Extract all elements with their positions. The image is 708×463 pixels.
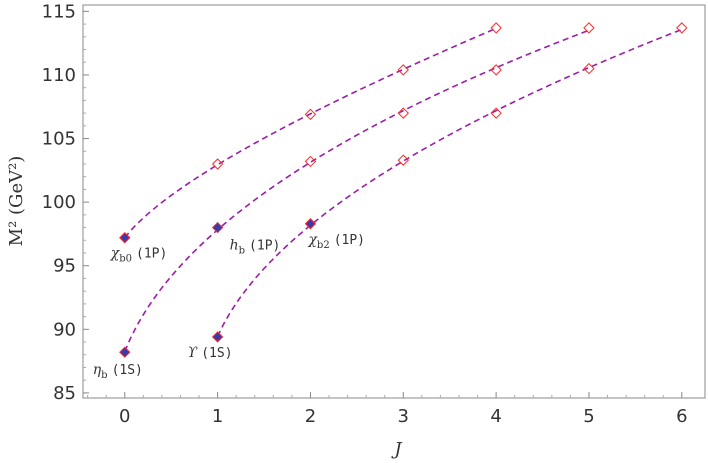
series-line	[216, 28, 683, 337]
x-tick-label: 6	[676, 406, 687, 427]
y-tick-label: 85	[53, 383, 76, 404]
annotation-label: χb2 (1P)	[307, 232, 365, 251]
annotation-symbol: ϒ	[188, 345, 198, 361]
series-markers	[119, 22, 688, 358]
data-point	[304, 218, 317, 230]
annotation-symbol: χ	[307, 232, 318, 248]
data-point	[119, 346, 131, 358]
x-axis-label: J	[390, 439, 403, 460]
annotation-subscript: b	[101, 370, 107, 381]
annotation-state: (1P)	[136, 247, 167, 262]
series-curves	[124, 27, 683, 352]
y-tick-label: 100	[42, 192, 76, 213]
data-point	[119, 232, 131, 244]
annotation-label: ηb (1S)	[93, 362, 143, 381]
y-axis-label: M² (GeV²)	[6, 156, 27, 247]
data-point	[304, 155, 317, 168]
annotations: χb0 (1P)hb (1P) χb2 (1P)ηb (1S)ϒ (1S)	[93, 232, 365, 381]
data-point	[490, 107, 502, 119]
annotation-subscript: b	[239, 246, 245, 257]
annotation-symbol: η	[93, 362, 102, 378]
annotation-state: (1P)	[334, 233, 365, 248]
annotation-state: (1P)	[249, 239, 280, 254]
data-point	[397, 64, 409, 76]
annotation-state: (1S)	[112, 363, 143, 378]
annotation-state: (1S)	[201, 346, 232, 361]
y-axis-ticks: 85 90 95 100 105 110 115	[42, 1, 89, 404]
annotation-label: hb (1P)	[230, 238, 281, 257]
y-tick-label: 95	[53, 256, 76, 277]
annotation-symbol: χ	[110, 246, 121, 262]
data-point	[397, 107, 409, 119]
data-point	[211, 221, 224, 234]
x-tick-label: 3	[398, 406, 409, 427]
y-tick-label: 115	[42, 1, 76, 22]
data-point	[304, 108, 317, 121]
x-tick-label: 5	[583, 406, 594, 427]
data-point	[211, 331, 224, 343]
x-tick-label: 4	[490, 406, 501, 427]
annotation-label: ϒ (1S)	[188, 345, 233, 361]
annotation-subscript: b0	[119, 254, 132, 265]
data-point	[676, 22, 688, 34]
y-tick-label: 105	[42, 129, 76, 150]
annotation-symbol: h	[230, 238, 239, 254]
data-point	[490, 64, 502, 76]
y-tick-label: 110	[42, 65, 76, 86]
data-point	[397, 154, 409, 166]
data-point	[490, 22, 502, 34]
data-point	[211, 158, 224, 170]
x-tick-label: 2	[305, 406, 316, 427]
data-point	[583, 22, 595, 34]
plot-frame	[82, 4, 706, 399]
series-line	[124, 27, 497, 239]
annotation-label: χb0 (1P)	[110, 246, 168, 265]
y-tick-label: 90	[53, 319, 76, 340]
x-tick-label: 0	[119, 406, 130, 427]
x-axis-ticks: 0 1 2 3 4 5 6	[87, 392, 688, 427]
annotation-subscript: b2	[317, 240, 330, 251]
data-point	[583, 62, 595, 75]
series-line	[124, 29, 590, 352]
x-tick-label: 1	[212, 406, 223, 427]
